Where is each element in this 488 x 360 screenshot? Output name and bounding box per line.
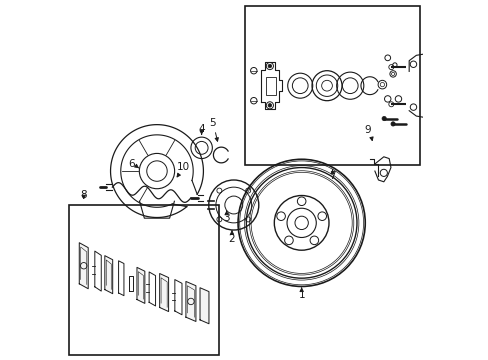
Bar [265, 77, 276, 95]
Polygon shape [160, 274, 168, 311]
Text: 5: 5 [208, 118, 215, 128]
Polygon shape [104, 256, 112, 294]
Text: 8: 8 [80, 190, 87, 200]
Text: 7: 7 [328, 171, 335, 181]
Text: 4: 4 [198, 123, 204, 134]
Circle shape [267, 64, 271, 68]
Text: 2: 2 [228, 234, 235, 244]
Circle shape [267, 104, 271, 107]
Text: 6: 6 [128, 159, 135, 169]
Text: 1: 1 [298, 291, 305, 300]
Circle shape [390, 122, 394, 126]
Bar [244, 6, 419, 165]
Circle shape [381, 116, 386, 121]
Bar [69, 205, 219, 355]
Text: 10: 10 [177, 162, 190, 172]
Polygon shape [137, 267, 144, 303]
Polygon shape [79, 243, 88, 289]
Text: 3: 3 [223, 212, 229, 222]
Text: 9: 9 [364, 125, 370, 135]
Polygon shape [200, 288, 208, 324]
Polygon shape [185, 282, 196, 321]
